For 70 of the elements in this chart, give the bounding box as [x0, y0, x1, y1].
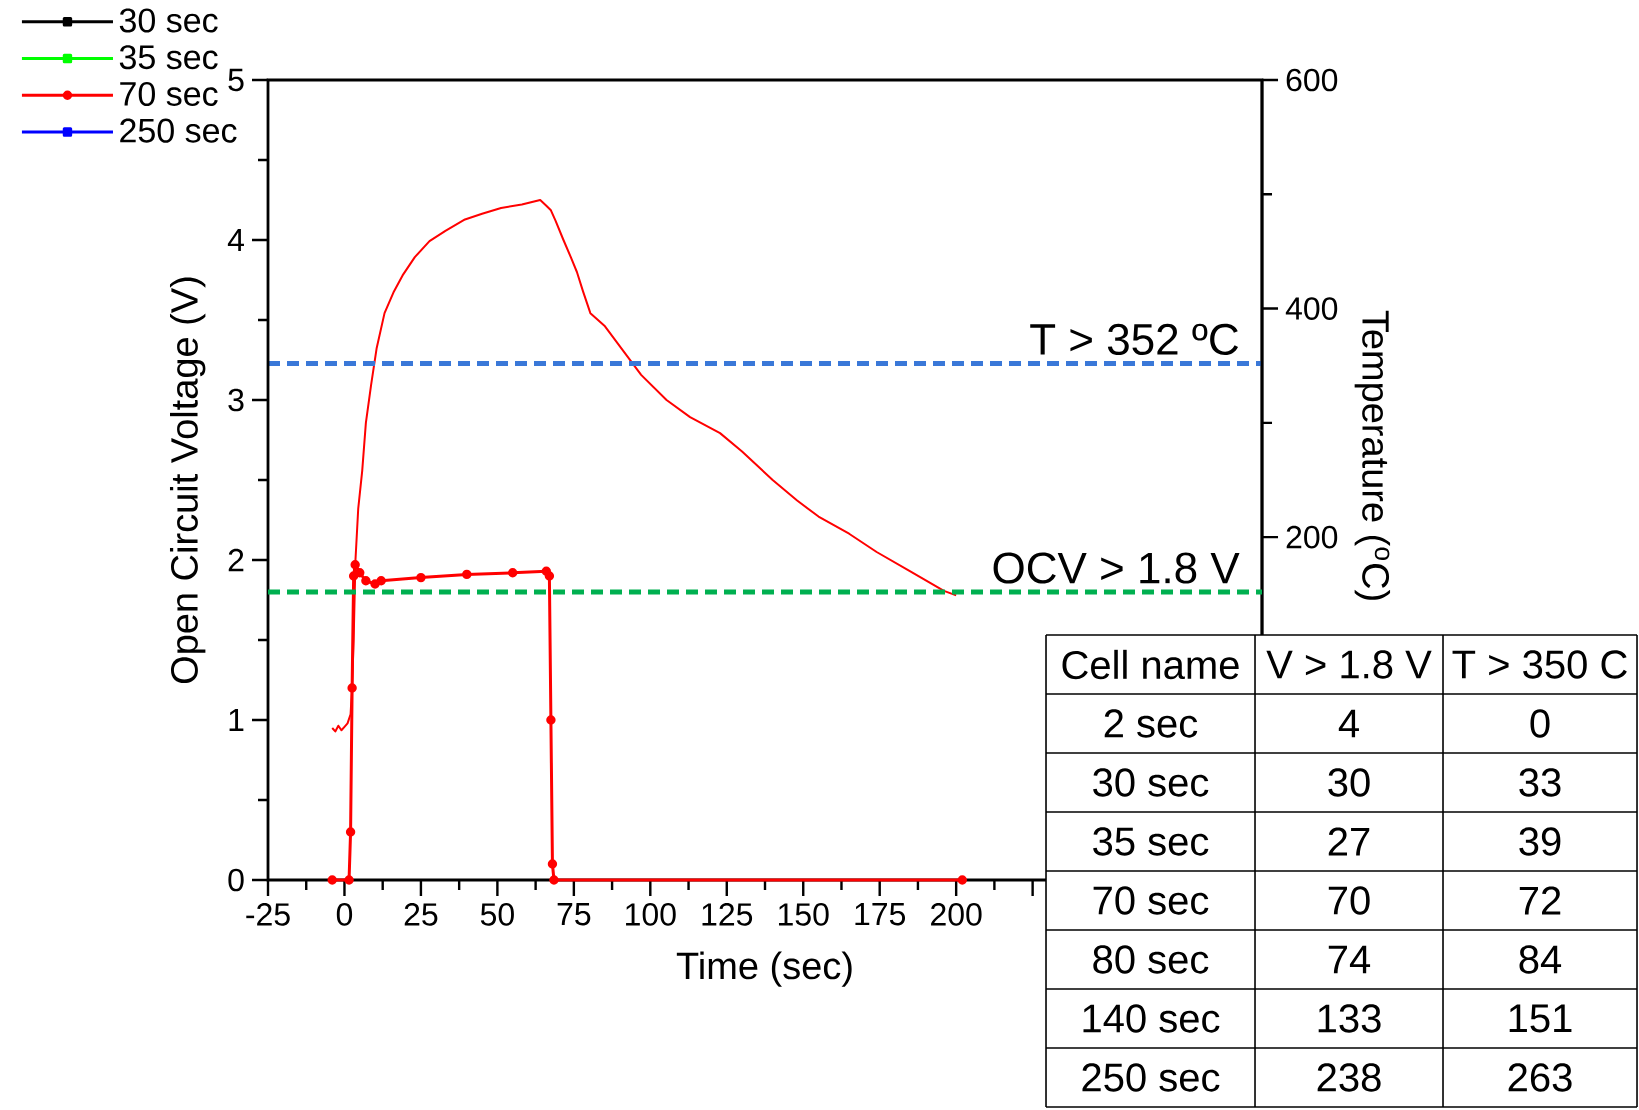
x-tick-label: 25 — [404, 903, 438, 926]
y-tick-label: 0 — [228, 868, 244, 892]
legend-label: 70 sec — [120, 81, 218, 106]
point — [361, 576, 371, 586]
point — [416, 572, 426, 583]
text: 39 — [1519, 827, 1561, 856]
point — [546, 715, 556, 725]
text: 80 sec — [1093, 945, 1209, 974]
x-tick-label: 150 — [778, 903, 829, 926]
x-tick-label: 75 — [557, 903, 591, 926]
annotation: Cell name — [1062, 649, 1239, 680]
point — [544, 571, 555, 581]
x-tick-label: 50 — [480, 903, 514, 926]
point — [345, 827, 356, 837]
text: 27 — [1328, 827, 1370, 856]
point — [348, 571, 359, 581]
text: V > 1.8 V — [1266, 650, 1432, 679]
point — [376, 576, 386, 586]
text: 263 — [1508, 1063, 1572, 1092]
annotation: 35 sec — [1093, 827, 1209, 856]
text: 133 — [1318, 1004, 1381, 1033]
ref-line-label: T > 352 ºC — [1030, 323, 1239, 356]
text: 72 — [1519, 886, 1561, 915]
y2-tick-label: 200 — [1286, 525, 1338, 549]
point — [347, 683, 357, 693]
y-axis-title: Open Circuit Voltage (V) — [169, 277, 206, 684]
y-tick-label: 4 — [227, 228, 244, 252]
text: 250 sec — [1082, 1063, 1220, 1092]
point — [370, 579, 380, 589]
point — [355, 568, 365, 578]
x-tick-label: 0 — [336, 903, 353, 926]
ref-line-label: OCV > 1.8 V — [993, 552, 1240, 584]
y-tick-label: 2 — [228, 548, 244, 572]
x-tick-label: 175 — [855, 903, 906, 926]
y2-axis-title: Temperature ($^{o}$C) — [1354, 310, 1391, 600]
legend-label: 30 sec — [119, 8, 218, 33]
point — [327, 875, 337, 885]
point — [344, 875, 354, 885]
x-tick-label: 125 — [702, 903, 753, 926]
text: 140 sec — [1083, 1004, 1220, 1033]
y-tick-label: 3 — [228, 388, 244, 412]
point — [350, 560, 360, 570]
legend-label: 35 sec — [119, 45, 218, 70]
y-tick-label: 1 — [229, 708, 244, 732]
y2-tick-label: 600 — [1286, 68, 1338, 92]
text: 238 — [1317, 1063, 1381, 1092]
text: 0 — [1530, 709, 1550, 738]
y-tick-label: 5 — [228, 68, 244, 92]
x-tick-label: 100 — [626, 903, 676, 926]
point — [462, 569, 472, 580]
point — [957, 875, 967, 885]
text: 70 sec — [1093, 886, 1209, 915]
y2-tick-label: 400 — [1285, 297, 1338, 320]
text: 151 — [1509, 1004, 1572, 1033]
x-tick-label: 200 — [931, 903, 982, 926]
legend-label: 250 sec — [120, 118, 237, 143]
text: T > 350 C — [1452, 650, 1627, 679]
text: 4 — [1338, 709, 1359, 738]
x-tick-label: -25 — [246, 903, 290, 926]
text: 33 — [1519, 768, 1561, 797]
annotation: 30 sec — [1093, 768, 1209, 797]
text: 74 — [1328, 945, 1371, 974]
text: 84 — [1519, 945, 1562, 974]
annotation: 2 sec — [1104, 709, 1198, 738]
point — [549, 875, 559, 885]
text: 70 — [1328, 886, 1370, 915]
point — [547, 859, 558, 869]
text: 30 — [1328, 768, 1370, 797]
point — [507, 568, 518, 578]
x-axis-title: Time (sec) — [676, 951, 852, 987]
